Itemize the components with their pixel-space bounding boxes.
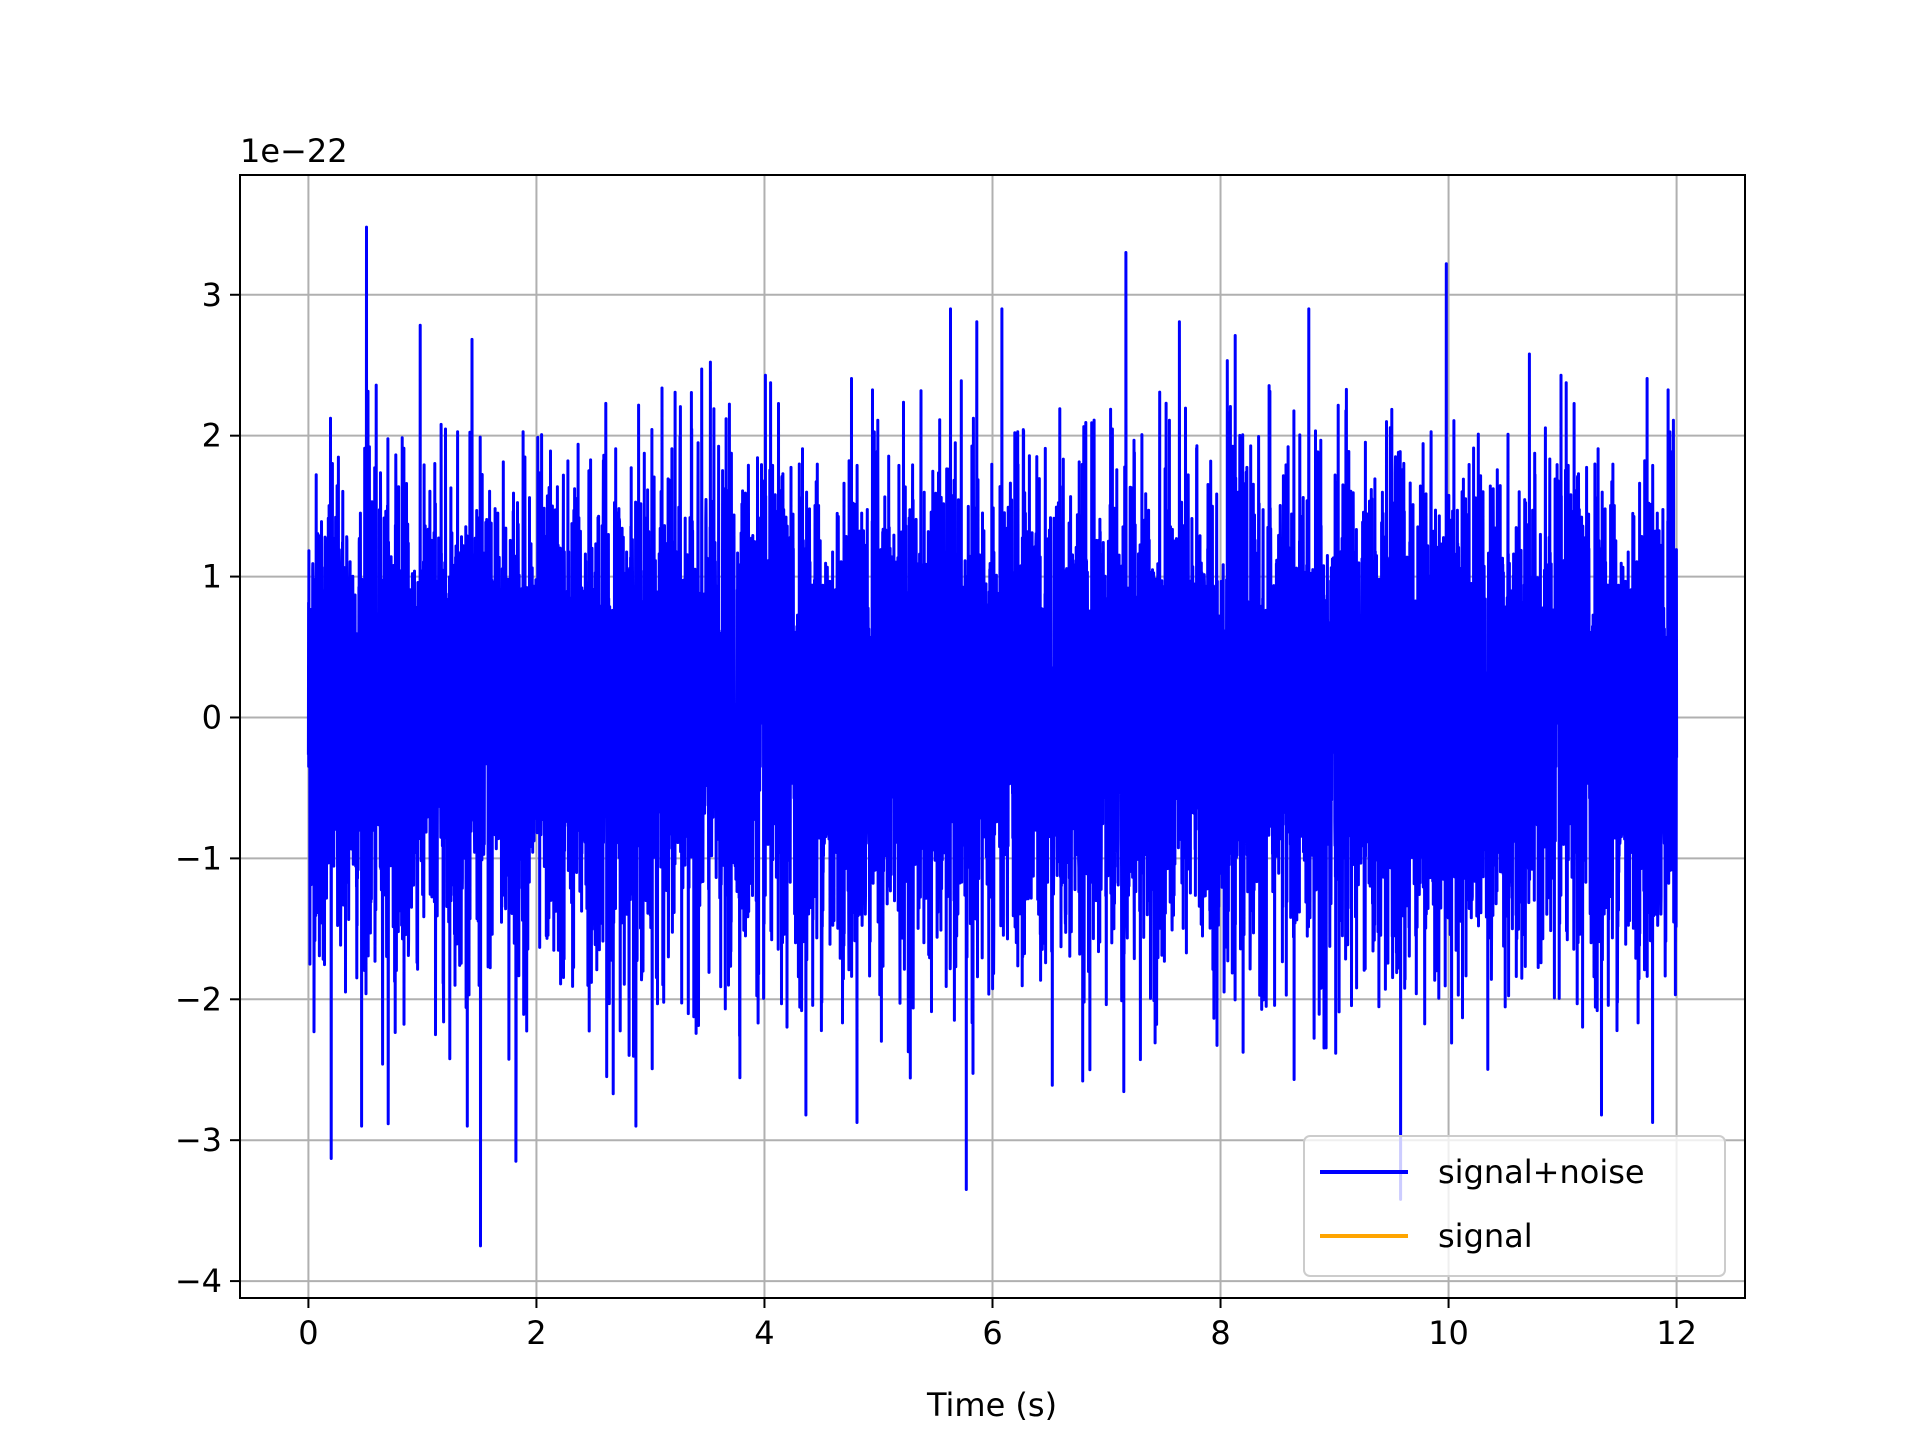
- legend-label-signal-noise: signal+noise: [1438, 1153, 1645, 1191]
- legend-label-signal: signal: [1438, 1217, 1533, 1255]
- y-tick-label: 0: [202, 698, 222, 736]
- y-tick-label: 2: [202, 417, 222, 455]
- legend: signal+noise signal: [1303, 1135, 1726, 1277]
- x-tick-label: 12: [1656, 1314, 1697, 1352]
- y-offset-label: 1e−22: [240, 132, 348, 170]
- x-axis-label: Time (s): [926, 1386, 1057, 1424]
- series-layer: [306, 225, 1679, 1248]
- x-tick-label: 2: [526, 1314, 546, 1352]
- x-tick-label: 4: [754, 1314, 774, 1352]
- y-tick-label: −3: [175, 1121, 222, 1159]
- legend-box: [1303, 1135, 1726, 1277]
- series-signal-noise: [306, 225, 1679, 1248]
- y-tick-label: −2: [175, 980, 222, 1018]
- y-tick-label: 3: [202, 276, 222, 314]
- x-tick-label: 10: [1428, 1314, 1469, 1352]
- y-tick-label: −1: [175, 839, 222, 877]
- x-tick-label: 6: [982, 1314, 1002, 1352]
- x-tick-label: 0: [298, 1314, 318, 1352]
- y-tick-label: 1: [202, 558, 222, 596]
- x-tick-label: 8: [1210, 1314, 1230, 1352]
- y-tick-label: −4: [175, 1262, 222, 1300]
